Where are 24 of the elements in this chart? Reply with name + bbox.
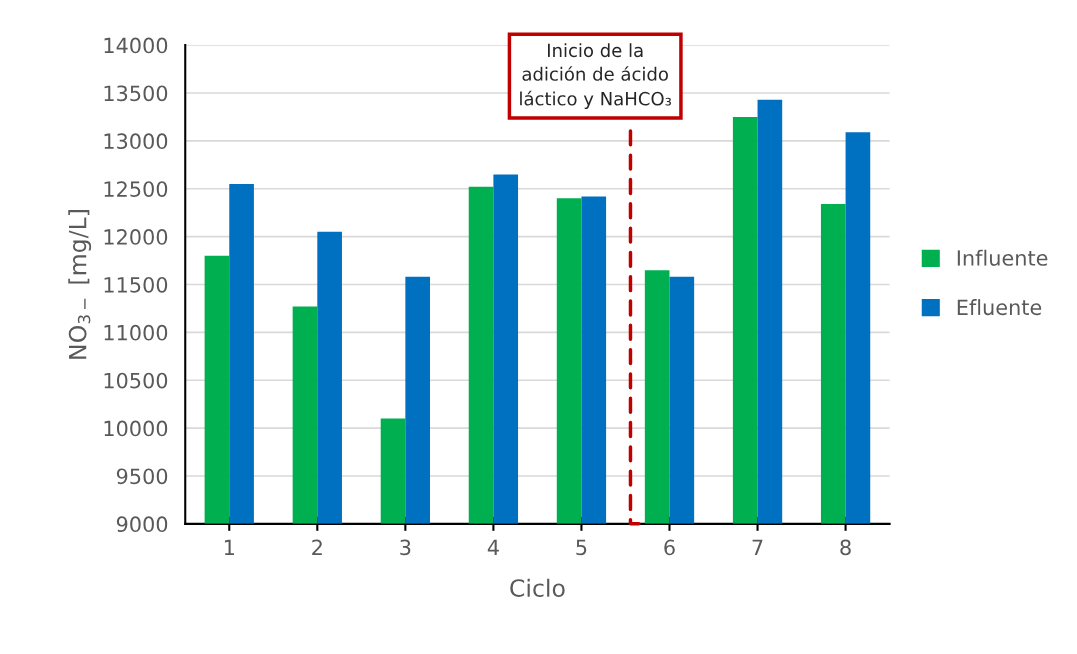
x-tick-label: 8: [840, 539, 851, 556]
y-tick-label: 10000: [104, 420, 168, 437]
y-tick-label: 9500: [116, 468, 168, 485]
x-tick-label: 4: [487, 539, 499, 555]
y-axis-title: NO$_{3−}$ [mg/L]: [68, 210, 92, 359]
annotation: Inicio de la adición de ácido láctico y NaHCO₃: [520, 43, 671, 110]
y-tick-label: 13000: [104, 133, 168, 150]
legend-label: Influente: [957, 249, 1048, 266]
x-axis-title: Ciclo: [510, 578, 565, 598]
y-tick-label: 14000: [104, 37, 168, 54]
x-tick-label: 3: [400, 539, 411, 556]
x-tick-label: 7: [752, 539, 763, 555]
y-tick-label: 12500: [104, 181, 168, 197]
y-tick-label: 12000: [104, 229, 168, 245]
x-tick-label: 5: [576, 539, 587, 556]
y-tick-label: 11500: [104, 276, 168, 293]
y-tick-label: 9000: [116, 516, 168, 533]
legend-label: Efluente: [957, 299, 1042, 316]
x-tick-label: 1: [224, 539, 234, 555]
y-tick-label: 10500: [104, 372, 168, 389]
y-tick-label: 11000: [104, 324, 168, 341]
x-tick-label: 6: [664, 539, 675, 556]
x-tick-label: 2: [312, 539, 322, 555]
y-tick-label: 13500: [104, 85, 168, 102]
